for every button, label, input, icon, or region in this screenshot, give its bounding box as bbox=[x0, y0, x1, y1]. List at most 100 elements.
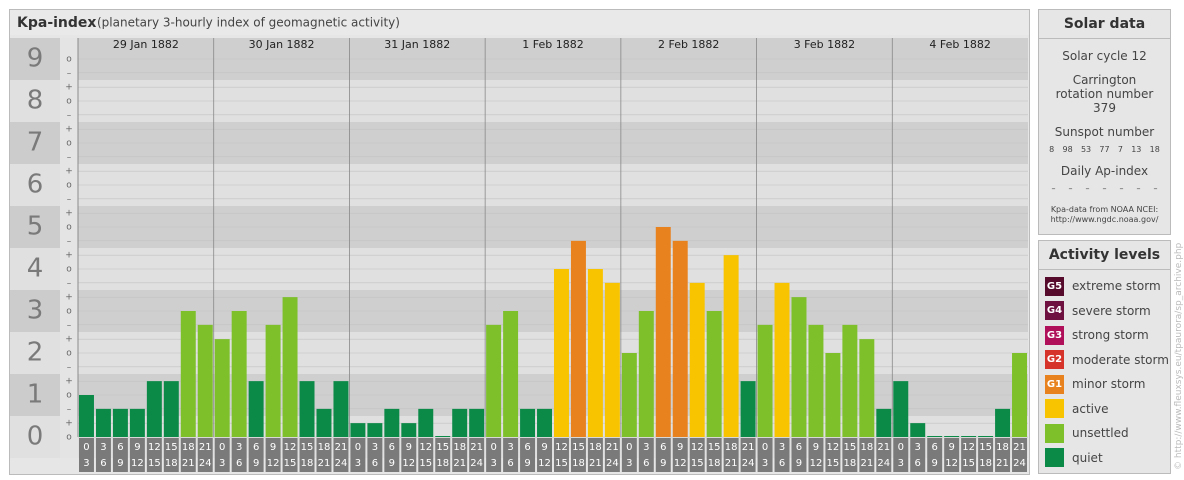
level-swatch: G4 bbox=[1045, 301, 1064, 321]
levels-list: G5 extreme storm G4 severe storm G3 strong st… bbox=[1039, 274, 1170, 470]
axis-band bbox=[10, 122, 60, 164]
slot-end: 12 bbox=[131, 458, 144, 469]
slot-end: 24 bbox=[199, 458, 212, 469]
slot-end: 3 bbox=[83, 458, 89, 469]
bar bbox=[842, 324, 858, 437]
slot-start: 15 bbox=[165, 442, 178, 453]
slot-start: 12 bbox=[691, 442, 704, 453]
bar bbox=[978, 436, 994, 437]
bar bbox=[333, 381, 349, 437]
slot-start: 9 bbox=[406, 442, 412, 453]
bar bbox=[740, 381, 756, 437]
slot-start: 18 bbox=[589, 442, 602, 453]
slot-start: 21 bbox=[606, 442, 619, 453]
bar bbox=[689, 282, 705, 437]
bar bbox=[876, 408, 892, 437]
slot-start: 21 bbox=[877, 442, 890, 453]
minor-tick-label: o bbox=[66, 433, 72, 443]
slot-start: 6 bbox=[389, 442, 395, 453]
y-tick-label: 1 bbox=[27, 380, 44, 410]
bar bbox=[927, 436, 943, 437]
slot-cell bbox=[570, 438, 586, 472]
bar bbox=[520, 408, 536, 437]
slot-cell bbox=[265, 438, 281, 472]
bar bbox=[282, 297, 298, 437]
bar bbox=[316, 408, 332, 437]
day-label: 29 Jan 1882 bbox=[113, 38, 179, 51]
slot-start: 18 bbox=[996, 442, 1009, 453]
level-label: strong storm bbox=[1072, 328, 1149, 343]
bar bbox=[655, 227, 671, 437]
slot-start: 0 bbox=[626, 442, 632, 453]
slot-end: 21 bbox=[453, 458, 466, 469]
bar bbox=[757, 324, 773, 437]
slot-end: 3 bbox=[898, 458, 904, 469]
bar bbox=[95, 408, 111, 437]
axis-band bbox=[10, 332, 60, 374]
level-row: G4 severe storm bbox=[1039, 299, 1170, 324]
slot-cell bbox=[995, 438, 1011, 472]
slot-start: 6 bbox=[796, 442, 802, 453]
chart-subtitle: (planetary 3-hourly index of geomagnetic… bbox=[97, 16, 400, 30]
y-tick-label: 3 bbox=[27, 296, 44, 326]
level-label: extreme storm bbox=[1072, 279, 1161, 294]
level-row: G2 moderate storm bbox=[1039, 348, 1170, 373]
slot-cell bbox=[944, 438, 960, 472]
slot-end: 21 bbox=[182, 458, 195, 469]
slot-start: 15 bbox=[436, 442, 449, 453]
slot-start: 6 bbox=[524, 442, 530, 453]
minor-tick-label: – bbox=[67, 194, 72, 204]
slot-cell bbox=[808, 438, 824, 472]
minor-tick-label: – bbox=[67, 362, 72, 372]
sunspot-title: Sunspot number bbox=[1054, 125, 1155, 139]
bar bbox=[723, 255, 739, 437]
bar bbox=[418, 408, 434, 437]
source: Kpa-data from NOAA NCEI: http://www.ngdc.… bbox=[1039, 205, 1170, 225]
slot-start: 3 bbox=[100, 442, 106, 453]
slot-end: 15 bbox=[148, 458, 161, 469]
slot-start: 0 bbox=[762, 442, 768, 453]
slot-cell bbox=[740, 438, 756, 472]
minor-tick-label: + bbox=[65, 209, 73, 219]
source-text: Kpa-data from NOAA NCEI: bbox=[1050, 205, 1159, 214]
slot-cell bbox=[706, 438, 722, 472]
bar bbox=[537, 408, 552, 437]
slot-end: 12 bbox=[538, 458, 551, 469]
slot-start: 0 bbox=[490, 442, 496, 453]
slot-start: 9 bbox=[270, 442, 276, 453]
minor-tick-label: – bbox=[67, 278, 72, 288]
ap-value: – bbox=[1119, 184, 1124, 193]
slot-start: 21 bbox=[1013, 442, 1026, 453]
slot-end: 3 bbox=[355, 458, 361, 469]
slot-cell bbox=[927, 438, 943, 472]
slot-start: 3 bbox=[779, 442, 785, 453]
slot-cell bbox=[469, 438, 485, 472]
slot-start: 3 bbox=[915, 442, 921, 453]
slot-cell bbox=[452, 438, 468, 472]
bar bbox=[265, 324, 281, 437]
minor-tick-label: + bbox=[65, 125, 73, 135]
y-tick-label: 7 bbox=[27, 128, 44, 158]
day-label: 1 Feb 1882 bbox=[522, 38, 583, 51]
ap-value: – bbox=[1068, 184, 1073, 193]
minor-axis-column bbox=[60, 38, 78, 458]
slot-cell bbox=[655, 438, 671, 472]
minor-tick-label: – bbox=[67, 404, 72, 414]
slot-start: 18 bbox=[725, 442, 738, 453]
slot-cell bbox=[537, 438, 552, 472]
sunspot-value: 77 bbox=[1099, 145, 1110, 154]
slot-start: 21 bbox=[470, 442, 483, 453]
level-swatch: G5 bbox=[1045, 276, 1064, 296]
slot-start: 9 bbox=[813, 442, 819, 453]
bar bbox=[995, 408, 1011, 437]
slot-start: 3 bbox=[507, 442, 513, 453]
slot-cell bbox=[893, 438, 909, 472]
axis-band bbox=[10, 38, 60, 80]
ap-value: – bbox=[1136, 184, 1141, 193]
carrington: Carrington rotation number 379 bbox=[1055, 73, 1154, 115]
level-swatch: G1 bbox=[1045, 374, 1064, 394]
y-tick-label: 6 bbox=[27, 170, 44, 200]
copyright: © http://www.fleuxsys.eu/tpaurora/sp_arc… bbox=[1174, 242, 1184, 470]
slot-cell bbox=[978, 438, 994, 472]
minor-tick-label: o bbox=[66, 223, 72, 233]
